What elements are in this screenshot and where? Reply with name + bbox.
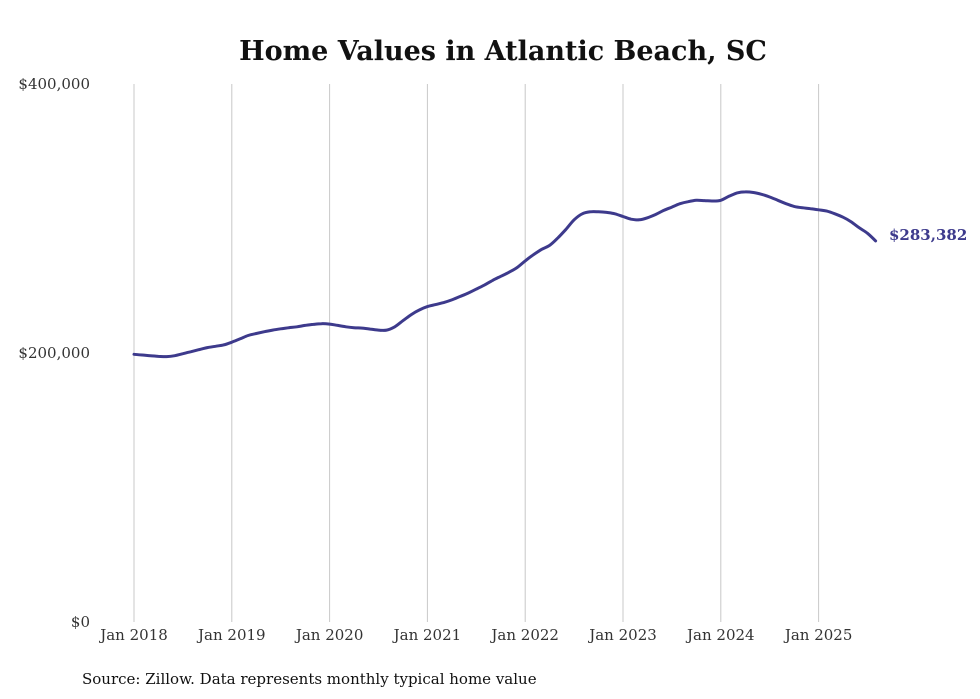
home-value-line xyxy=(132,190,878,359)
y-tick-label: $0 xyxy=(71,613,90,631)
y-axis-ticks: $0 $200,000 $400,000 xyxy=(18,75,90,631)
chart-title: Home Values in Atlantic Beach, SC xyxy=(239,36,767,67)
x-tick-label: Jan 2021 xyxy=(392,626,462,644)
x-tick-label: Jan 2022 xyxy=(489,626,559,644)
latest-value-label: $283,382 xyxy=(889,226,967,244)
gridlines xyxy=(133,84,820,622)
x-tick-label: Jan 2018 xyxy=(98,626,168,644)
x-tick-label: Jan 2024 xyxy=(685,626,755,644)
x-tick-label: Jan 2025 xyxy=(783,626,853,644)
y-tick-label: $200,000 xyxy=(18,344,90,362)
source-note: Source: Zillow. Data represents monthly … xyxy=(82,670,537,688)
x-axis-ticks: Jan 2018 Jan 2019 Jan 2020 Jan 2021 Jan 2022… xyxy=(98,626,852,644)
y-tick-label: $400,000 xyxy=(18,75,90,93)
x-tick-label: Jan 2020 xyxy=(294,626,364,644)
x-tick-label: Jan 2019 xyxy=(196,626,266,644)
x-tick-label: Jan 2023 xyxy=(587,626,657,644)
